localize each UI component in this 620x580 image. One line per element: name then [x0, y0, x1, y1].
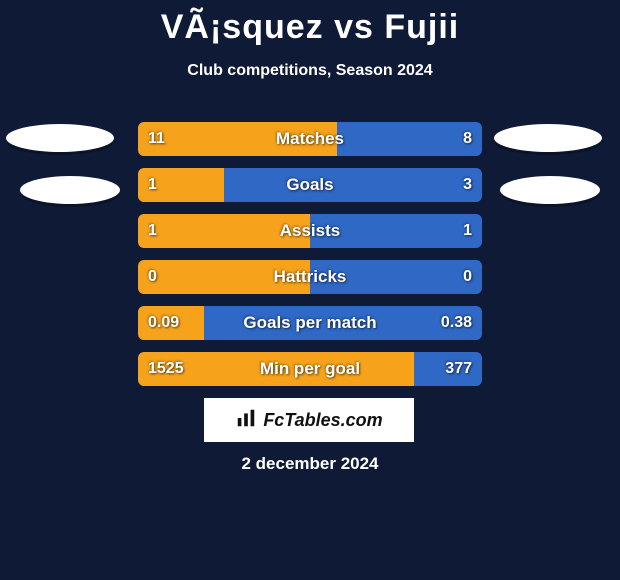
stat-value-right: 0 — [463, 260, 472, 294]
stat-row: Assists1 1 — [138, 214, 482, 248]
stat-row: Goals1 3 — [138, 168, 482, 202]
brand-badge: FcTables.com — [204, 398, 414, 442]
barchart-icon — [235, 407, 257, 434]
comparison-infographic: VÃ¡squez vs Fujii Club competitions, Sea… — [0, 0, 620, 580]
stat-label: Min per goal — [138, 352, 482, 386]
stat-value-right: 8 — [463, 122, 472, 156]
stat-value-right: 1 — [463, 214, 472, 248]
stat-row: Goals per match0.09 0.38 — [138, 306, 482, 340]
stat-row: Hattricks0 0 — [138, 260, 482, 294]
brand-text: FcTables.com — [263, 410, 382, 431]
stat-value-left: 1 — [148, 214, 157, 248]
stat-value-right: 377 — [445, 352, 472, 386]
player-right-badge-top — [494, 124, 602, 152]
stat-value-right: 0.38 — [441, 306, 472, 340]
stat-value-right: 3 — [463, 168, 472, 202]
stat-label: Matches — [138, 122, 482, 156]
stat-label: Goals — [138, 168, 482, 202]
stat-row: Min per goal1525 377 — [138, 352, 482, 386]
stat-label: Assists — [138, 214, 482, 248]
stat-value-left: 0.09 — [148, 306, 179, 340]
stat-value-left: 1 — [148, 168, 157, 202]
page-subtitle: Club competitions, Season 2024 — [0, 62, 620, 80]
page-title: VÃ¡squez vs Fujii — [0, 8, 620, 47]
stat-value-left: 0 — [148, 260, 157, 294]
date-line: 2 december 2024 — [0, 454, 620, 474]
stat-label: Hattricks — [138, 260, 482, 294]
stat-label: Goals per match — [138, 306, 482, 340]
stat-value-left: 11 — [148, 122, 165, 156]
player-left-badge-top — [6, 124, 114, 152]
stat-row: Matches11 8 — [138, 122, 482, 156]
stat-value-left: 1525 — [148, 352, 184, 386]
player-left-badge-bottom — [20, 176, 120, 204]
player-right-badge-bottom — [500, 176, 600, 204]
